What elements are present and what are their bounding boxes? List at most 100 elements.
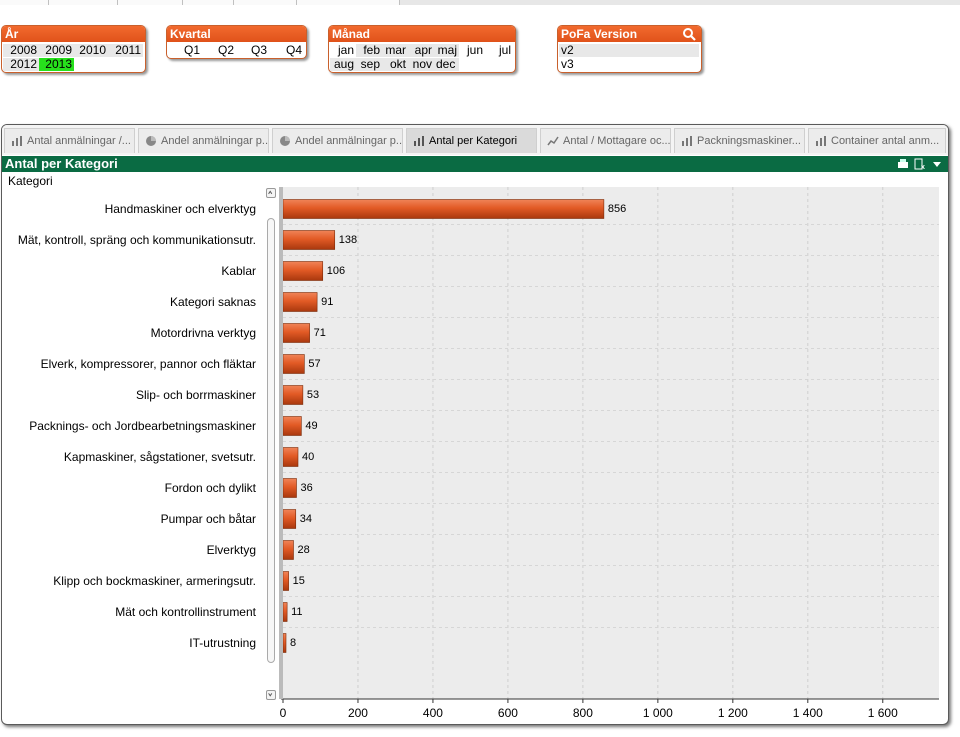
tab-antal-mottagare[interactable]: Antal / Mottagare oc...: [540, 128, 671, 153]
category-label: Packnings- och Jordbearbetningsmaskiner: [29, 419, 256, 433]
chart-caption: Antal per Kategori x: [2, 156, 948, 172]
bar[interactable]: [282, 447, 299, 467]
tab-andel-anmalningar-1[interactable]: Andel anmälningar p...: [138, 128, 269, 153]
x-tick-label: 1 400: [793, 706, 823, 720]
month-nov[interactable]: nov: [408, 58, 434, 71]
top-tab[interactable]: [49, 0, 118, 5]
pofa-v2[interactable]: v2: [559, 44, 699, 57]
month-apr[interactable]: apr: [408, 44, 434, 57]
month-dec[interactable]: dec: [434, 58, 459, 71]
month-jan[interactable]: jan: [330, 44, 356, 57]
tab-label: Packningsmaskiner...: [697, 135, 801, 147]
data-label: 28: [297, 544, 309, 556]
export-excel-icon[interactable]: x: [914, 158, 926, 170]
data-label: 57: [308, 358, 320, 370]
pofa-version-listbox: PoFa Version v2 v3: [557, 25, 702, 73]
x-tick-label: 0: [280, 706, 287, 720]
month-feb[interactable]: feb: [356, 44, 382, 57]
bar[interactable]: [282, 633, 287, 653]
category-label: Kategori saknas: [170, 295, 256, 309]
month-maj[interactable]: maj: [434, 44, 459, 57]
year-2009[interactable]: 2009: [39, 44, 74, 57]
category-label: Mät, kontroll, spräng och kommunikations…: [18, 233, 256, 247]
year-2011[interactable]: 2011: [108, 44, 143, 57]
bar[interactable]: [282, 230, 336, 250]
bar[interactable]: [282, 571, 289, 591]
bar[interactable]: [282, 478, 297, 498]
top-tab[interactable]: [0, 0, 49, 5]
year-2008[interactable]: 2008: [3, 44, 39, 57]
quarter-q1[interactable]: Q1: [168, 44, 202, 57]
year-2012[interactable]: 2012: [3, 58, 39, 71]
month-mar[interactable]: mar: [382, 44, 408, 57]
bar[interactable]: [282, 540, 294, 560]
bar[interactable]: [282, 509, 297, 529]
chevron-up-icon: [268, 190, 273, 195]
tab-packningsmaskiner[interactable]: Packningsmaskiner...: [674, 128, 805, 153]
top-tab[interactable]: [118, 0, 183, 5]
tab-label: Andel anmälningar p...: [295, 135, 403, 147]
pie-chart-icon: [146, 136, 156, 146]
month-jul[interactable]: jul: [485, 44, 513, 57]
line-chart-icon: [547, 136, 559, 146]
year-2010[interactable]: 2010: [74, 44, 108, 57]
data-label: 15: [293, 575, 305, 587]
top-tab[interactable]: [183, 0, 234, 5]
quarter-listbox-title: Kvartal: [167, 26, 306, 42]
tab-antal-anmalningar[interactable]: Antal anmälningar /...: [4, 128, 135, 153]
category-label: Elverk, kompressorer, pannor och fläktar: [41, 357, 256, 371]
bar[interactable]: [282, 261, 324, 281]
scroll-down-button[interactable]: [266, 690, 276, 700]
year-2013-selected[interactable]: 2013: [39, 58, 74, 71]
bar-chart-icon: [12, 136, 22, 146]
print-icon[interactable]: [897, 158, 909, 170]
quarter-q2[interactable]: Q2: [202, 44, 236, 57]
pie-chart-icon: [280, 136, 290, 146]
x-tick-label: 1 600: [868, 706, 898, 720]
data-label: 138: [339, 234, 357, 246]
top-tab[interactable]: [234, 0, 297, 5]
bar[interactable]: [282, 602, 288, 622]
scroll-up-button[interactable]: [266, 188, 276, 198]
month-jun[interactable]: jun: [459, 44, 485, 57]
quarter-q3[interactable]: Q3: [236, 44, 269, 57]
tab-label: Antal per Kategori: [429, 135, 518, 147]
top-tab[interactable]: [297, 0, 400, 5]
category-label: IT-utrustning: [189, 636, 256, 650]
chevron-down-icon: [268, 693, 273, 697]
bar-chart: 856 Handmaskiner och elverktyg 138 Mät, kon…: [18, 187, 939, 720]
tab-antal-per-kategori[interactable]: Antal per Kategori: [406, 128, 537, 153]
chart-container: Antal anmälningar /... Andel anmälningar…: [1, 124, 949, 725]
x-tick-label: 800: [573, 706, 593, 720]
month-aug[interactable]: aug: [330, 58, 356, 71]
bar[interactable]: [282, 199, 605, 219]
year-listbox-title: År: [2, 26, 145, 42]
svg-text:x: x: [921, 164, 925, 170]
tab-label: Antal anmälningar /...: [27, 135, 131, 147]
chevron-down-icon[interactable]: [931, 158, 943, 170]
pofa-v3[interactable]: v3: [559, 58, 699, 71]
x-tick-label: 1 200: [718, 706, 748, 720]
month-okt[interactable]: okt: [382, 58, 408, 71]
bar-chart-icon: [816, 136, 826, 146]
scroll-thumb[interactable]: [267, 218, 275, 663]
tab-container-antal[interactable]: Container antal anm...: [808, 128, 946, 153]
bar[interactable]: [282, 385, 304, 405]
category-label: Mät och kontrollinstrument: [115, 605, 256, 619]
quarter-listbox: Kvartal Q1 Q2 Q3 Q4: [166, 25, 307, 59]
quarter-q4[interactable]: Q4: [269, 44, 304, 57]
data-label: 856: [608, 203, 626, 215]
bar[interactable]: [282, 323, 310, 343]
bar[interactable]: [282, 416, 302, 436]
x-tick-label: 400: [423, 706, 443, 720]
tab-andel-anmalningar-2[interactable]: Andel anmälningar p...: [272, 128, 403, 153]
bar[interactable]: [282, 292, 318, 312]
bar[interactable]: [282, 354, 305, 374]
x-tick-label: 1 000: [643, 706, 673, 720]
year-listbox: År 2008 2009 2010 2011 2012 2013: [1, 25, 146, 73]
search-icon[interactable]: [682, 27, 696, 41]
month-sep[interactable]: sep: [356, 58, 382, 71]
vertical-scrollbar[interactable]: [266, 188, 277, 704]
category-label: Fordon och dylikt: [165, 481, 257, 495]
x-tick-label: 600: [498, 706, 518, 720]
